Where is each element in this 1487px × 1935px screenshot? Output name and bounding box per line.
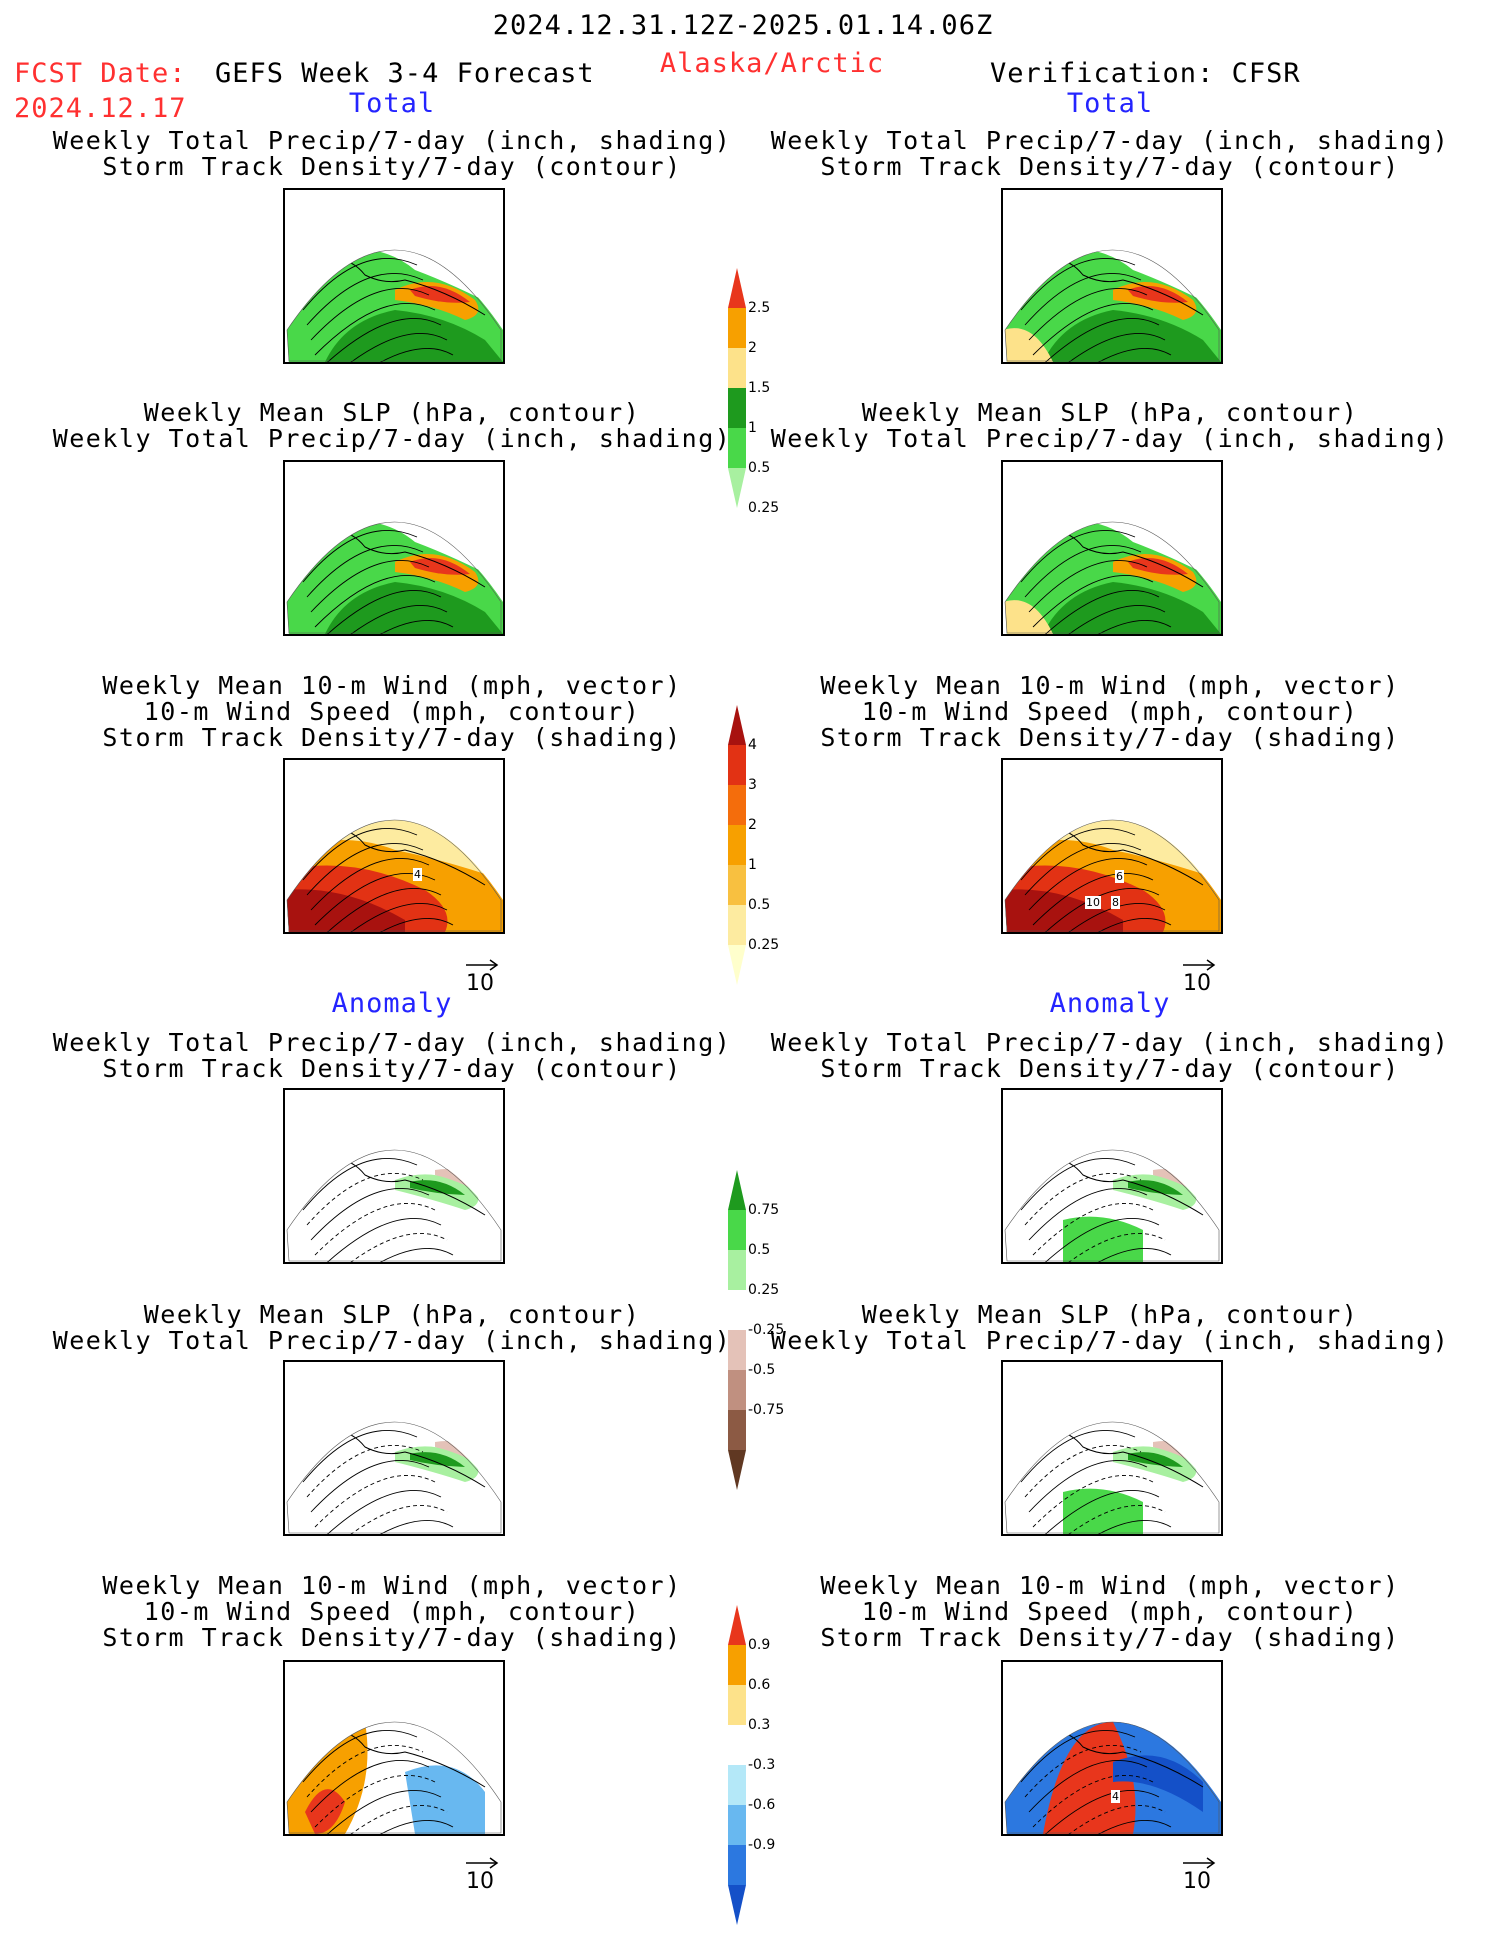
section-anomaly-left: Anomaly bbox=[331, 988, 453, 1019]
map-panel: 6 10 8 bbox=[1001, 758, 1223, 934]
colorbar-label: 2.5 bbox=[748, 300, 771, 316]
date-range: 2024.12.31.12Z-2025.01.14.06Z bbox=[492, 10, 994, 41]
contour-label: 4 bbox=[1111, 1790, 1120, 1803]
panel-title-line: Storm Track Density/7-day (shading) bbox=[102, 1623, 682, 1652]
section-total-left: Total bbox=[348, 88, 436, 119]
colorbar-label: 0.25 bbox=[748, 937, 780, 953]
colorbar-label: -0.25 bbox=[748, 1322, 785, 1338]
map-panel bbox=[1001, 460, 1223, 636]
colorbar-label: 0.5 bbox=[748, 1242, 771, 1258]
map-panel bbox=[1001, 1088, 1223, 1264]
map-panel bbox=[283, 1660, 505, 1836]
panel-title-line: Storm Track Density/7-day (contour) bbox=[820, 152, 1400, 181]
panel-title-line: Weekly Mean SLP (hPa, contour) bbox=[143, 1300, 641, 1329]
colorbar-label: 0.75 bbox=[748, 1202, 780, 1218]
map-panel bbox=[283, 188, 505, 364]
map-panel bbox=[283, 1088, 505, 1264]
colorbar-label: -0.3 bbox=[748, 1757, 776, 1773]
colorbar-label: 2 bbox=[748, 340, 757, 356]
contour-label: 8 bbox=[1111, 896, 1120, 909]
panel-title-line: Weekly Mean 10-m Wind (mph, vector) bbox=[102, 1571, 682, 1600]
panel-title-line: Weekly Total Precip/7-day (inch, shading… bbox=[52, 1326, 732, 1355]
panel-title-line: Weekly Mean 10-m Wind (mph, vector) bbox=[820, 1571, 1400, 1600]
map-panel bbox=[1001, 188, 1223, 364]
panel-title-line: 10-m Wind Speed (mph, contour) bbox=[861, 1597, 1359, 1626]
colorbar-label: 1 bbox=[748, 420, 757, 436]
panel-title-line: Weekly Total Precip/7-day (inch, shading… bbox=[52, 126, 732, 155]
panel-title-line: Weekly Total Precip/7-day (inch, shading… bbox=[770, 1326, 1450, 1355]
panel-title-line: Weekly Total Precip/7-day (inch, shading… bbox=[770, 1028, 1450, 1057]
contour-label: 4 bbox=[413, 868, 422, 881]
panel-title-line: 10-m Wind Speed (mph, contour) bbox=[143, 697, 641, 726]
colorbar-label: -0.6 bbox=[748, 1797, 776, 1813]
fcst-date-label: FCST Date: bbox=[14, 58, 187, 89]
panel-title-line: Weekly Mean 10-m Wind (mph, vector) bbox=[820, 671, 1400, 700]
vector-ref-value: 10 bbox=[466, 1869, 494, 1894]
colorbar-label: 1 bbox=[748, 857, 757, 873]
panel-title-line: Storm Track Density/7-day (shading) bbox=[820, 723, 1400, 752]
panel-title-line: Weekly Total Precip/7-day (inch, shading… bbox=[52, 424, 732, 453]
panel-title-line: Storm Track Density/7-day (contour) bbox=[102, 1054, 682, 1083]
colorbar-label: 0.5 bbox=[748, 460, 771, 476]
section-anomaly-right: Anomaly bbox=[1049, 988, 1171, 1019]
panel-title-line: Storm Track Density/7-day (contour) bbox=[820, 1054, 1400, 1083]
section-total-right: Total bbox=[1066, 88, 1154, 119]
panel-title-line: 10-m Wind Speed (mph, contour) bbox=[143, 1597, 641, 1626]
map-panel bbox=[283, 460, 505, 636]
panel-title-line: Weekly Mean 10-m Wind (mph, vector) bbox=[102, 671, 682, 700]
contour-label: 10 bbox=[1085, 896, 1101, 909]
panel-title-line: Weekly Total Precip/7-day (inch, shading… bbox=[52, 1028, 732, 1057]
panel-title-line: Storm Track Density/7-day (contour) bbox=[102, 152, 682, 181]
product-title: GEFS Week 3-4 Forecast bbox=[215, 58, 595, 89]
colorbar-label: 0.25 bbox=[748, 1282, 780, 1298]
panel-title-line: Weekly Mean SLP (hPa, contour) bbox=[861, 1300, 1359, 1329]
panel-title-line: Storm Track Density/7-day (shading) bbox=[820, 1623, 1400, 1652]
map-panel bbox=[283, 1360, 505, 1536]
colorbar-label: 0.6 bbox=[748, 1677, 771, 1693]
colorbar-label: 4 bbox=[748, 737, 757, 753]
verification-title: Verification: CFSR bbox=[990, 58, 1301, 89]
panel-title-line: Weekly Mean SLP (hPa, contour) bbox=[143, 398, 641, 427]
colorbar: 2.5 2 1.5 1 0.5 0.25 bbox=[722, 268, 802, 558]
panel-title-line: Storm Track Density/7-day (shading) bbox=[102, 723, 682, 752]
colorbar-label: 3 bbox=[748, 777, 757, 793]
colorbar-label: 1.5 bbox=[748, 380, 771, 396]
colorbar: 0.9 0.6 0.3 -0.3 -0.6 -0.9 bbox=[722, 1605, 802, 1925]
colorbar-label: -0.9 bbox=[748, 1837, 776, 1853]
vector-ref-value: 10 bbox=[1183, 1869, 1211, 1894]
colorbar: 4 3 2 1 0.5 0.25 bbox=[722, 705, 802, 995]
panel-title-line: Weekly Total Precip/7-day (inch, shading… bbox=[770, 424, 1450, 453]
map-panel: 4 bbox=[283, 758, 505, 934]
colorbar: 0.75 0.5 0.25 -0.25 -0.5 -0.75 bbox=[722, 1170, 802, 1490]
colorbar-label: -0.75 bbox=[748, 1402, 785, 1418]
vector-ref-value: 10 bbox=[466, 971, 494, 996]
map-panel: 4 bbox=[1001, 1660, 1223, 1836]
colorbar-label: 2 bbox=[748, 817, 757, 833]
panel-title-line: Weekly Mean SLP (hPa, contour) bbox=[861, 398, 1359, 427]
map-panel bbox=[1001, 1360, 1223, 1536]
panel-title-line: 10-m Wind Speed (mph, contour) bbox=[861, 697, 1359, 726]
contour-label: 6 bbox=[1115, 870, 1124, 883]
fcst-date: 2024.12.17 bbox=[14, 93, 187, 124]
colorbar-label: 0.25 bbox=[748, 500, 780, 516]
colorbar-label: 0.3 bbox=[748, 1717, 771, 1733]
region-title: Alaska/Arctic bbox=[659, 48, 885, 79]
colorbar-label: 0.9 bbox=[748, 1637, 771, 1653]
panel-title-line: Weekly Total Precip/7-day (inch, shading… bbox=[770, 126, 1450, 155]
colorbar-label: -0.5 bbox=[748, 1362, 776, 1378]
colorbar-label: 0.5 bbox=[748, 897, 771, 913]
vector-ref-value: 10 bbox=[1183, 971, 1211, 996]
